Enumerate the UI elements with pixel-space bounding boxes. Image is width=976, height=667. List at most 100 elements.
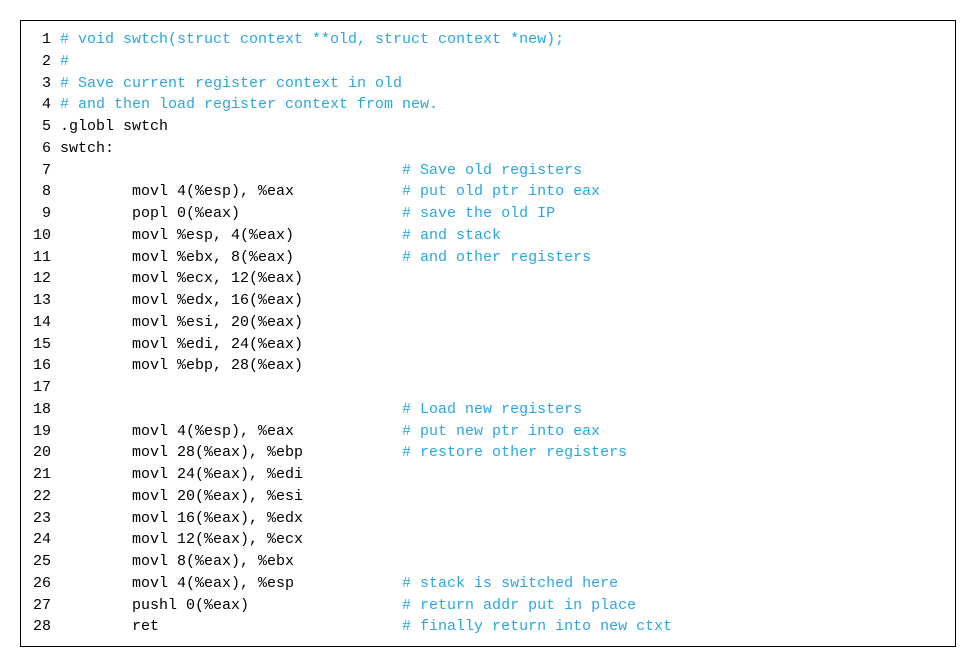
- line-number: 11: [33, 247, 51, 269]
- line-number: 24: [33, 529, 51, 551]
- line-number: 4: [33, 94, 51, 116]
- line-number: 28: [33, 616, 51, 638]
- code-line: 21 movl 24(%eax), %edi: [33, 464, 943, 486]
- code-line: 4 # and then load register context from n…: [33, 94, 943, 116]
- code-line: 10 movl %esp, 4(%eax)# and stack: [33, 225, 943, 247]
- indent: [60, 508, 132, 530]
- line-number: 16: [33, 355, 51, 377]
- indent: [60, 464, 132, 486]
- code-text: movl %ecx, 12(%eax): [132, 268, 303, 290]
- indent: [60, 225, 132, 247]
- indent: [60, 551, 132, 573]
- indent: [60, 290, 132, 312]
- code-line: 14 movl %esi, 20(%eax): [33, 312, 943, 334]
- code-text: [132, 160, 402, 182]
- line-number: 12: [33, 268, 51, 290]
- code-line: 11 movl %ebx, 8(%eax)# and other registe…: [33, 247, 943, 269]
- code-line: 7 # Save old registers: [33, 160, 943, 182]
- code-line: 18 # Load new registers: [33, 399, 943, 421]
- code-text: movl 4(%eax), %esp: [132, 573, 402, 595]
- comment-text: # void swtch(struct context **old, struc…: [60, 29, 564, 51]
- line-number: 22: [33, 486, 51, 508]
- code-line: 23 movl 16(%eax), %edx: [33, 508, 943, 530]
- code-line: 6 swtch:: [33, 138, 943, 160]
- code-text: movl 4(%esp), %eax: [132, 421, 402, 443]
- code-text: movl 24(%eax), %edi: [132, 464, 303, 486]
- code-line: 27 pushl 0(%eax)# return addr put in pla…: [33, 595, 943, 617]
- line-number: 1: [33, 29, 51, 51]
- code-line: 16 movl %ebp, 28(%eax): [33, 355, 943, 377]
- line-number: 19: [33, 421, 51, 443]
- code-line: 12 movl %ecx, 12(%eax): [33, 268, 943, 290]
- line-number: 5: [33, 116, 51, 138]
- code-line: 20 movl 28(%eax), %ebp# restore other re…: [33, 442, 943, 464]
- indent: [60, 181, 132, 203]
- code-text: movl 20(%eax), %esi: [132, 486, 303, 508]
- indent: [60, 399, 132, 421]
- code-line: 22 movl 20(%eax), %esi: [33, 486, 943, 508]
- code-text: movl 4(%esp), %eax: [132, 181, 402, 203]
- comment-text: # return addr put in place: [402, 595, 636, 617]
- line-number: 10: [33, 225, 51, 247]
- line-number: 21: [33, 464, 51, 486]
- code-line: 26 movl 4(%eax), %esp# stack is switched…: [33, 573, 943, 595]
- code-line: 13 movl %edx, 16(%eax): [33, 290, 943, 312]
- code-text: [132, 399, 402, 421]
- comment-text: # stack is switched here: [402, 573, 618, 595]
- indent: [60, 247, 132, 269]
- code-line: 24 movl 12(%eax), %ecx: [33, 529, 943, 551]
- indent: [60, 529, 132, 551]
- indent: [60, 355, 132, 377]
- comment-text: # and then load register context from ne…: [60, 94, 438, 116]
- line-number: 8: [33, 181, 51, 203]
- indent: [60, 160, 132, 182]
- line-number: 6: [33, 138, 51, 160]
- comment-text: # put old ptr into eax: [402, 181, 600, 203]
- indent: [60, 421, 132, 443]
- line-number: 13: [33, 290, 51, 312]
- line-number: 25: [33, 551, 51, 573]
- code-line: 5 .globl swtch: [33, 116, 943, 138]
- indent: [60, 595, 132, 617]
- line-number: 2: [33, 51, 51, 73]
- code-line: 17: [33, 377, 943, 399]
- line-number: 9: [33, 203, 51, 225]
- comment-text: # and other registers: [402, 247, 591, 269]
- line-number: 20: [33, 442, 51, 464]
- code-text: pushl 0(%eax): [132, 595, 402, 617]
- code-text: swtch:: [60, 138, 114, 160]
- code-line: 15 movl %edi, 24(%eax): [33, 334, 943, 356]
- indent: [60, 486, 132, 508]
- code-line: 8 movl 4(%esp), %eax# put old ptr into e…: [33, 181, 943, 203]
- line-number: 26: [33, 573, 51, 595]
- code-text: movl 8(%eax), %ebx: [132, 551, 294, 573]
- code-text: movl 12(%eax), %ecx: [132, 529, 303, 551]
- code-line: 9 popl 0(%eax)# save the old IP: [33, 203, 943, 225]
- comment-text: # and stack: [402, 225, 501, 247]
- indent: [60, 442, 132, 464]
- code-text: popl 0(%eax): [132, 203, 402, 225]
- indent: [60, 334, 132, 356]
- code-line: 3 # Save current register context in old: [33, 73, 943, 95]
- line-number: 18: [33, 399, 51, 421]
- code-text: movl %edx, 16(%eax): [132, 290, 303, 312]
- line-number: 17: [33, 377, 51, 399]
- indent: [60, 312, 132, 334]
- line-number: 3: [33, 73, 51, 95]
- code-text: .globl swtch: [60, 116, 168, 138]
- code-listing: 1 # void swtch(struct context **old, stru…: [20, 20, 956, 647]
- code-text: movl %esi, 20(%eax): [132, 312, 303, 334]
- comment-text: # restore other registers: [402, 442, 627, 464]
- code-line: 2#: [33, 51, 943, 73]
- line-number: 23: [33, 508, 51, 530]
- comment-text: # Save current register context in old: [60, 73, 402, 95]
- line-number: 7: [33, 160, 51, 182]
- comment-text: # save the old IP: [402, 203, 555, 225]
- code-line: 1 # void swtch(struct context **old, stru…: [33, 29, 943, 51]
- code-line: 25 movl 8(%eax), %ebx: [33, 551, 943, 573]
- code-line: 28 ret# finally return into new ctxt: [33, 616, 943, 638]
- comment-text: # Save old registers: [402, 160, 582, 182]
- line-number: 15: [33, 334, 51, 356]
- code-text: ret: [132, 616, 402, 638]
- comment-text: #: [60, 51, 69, 73]
